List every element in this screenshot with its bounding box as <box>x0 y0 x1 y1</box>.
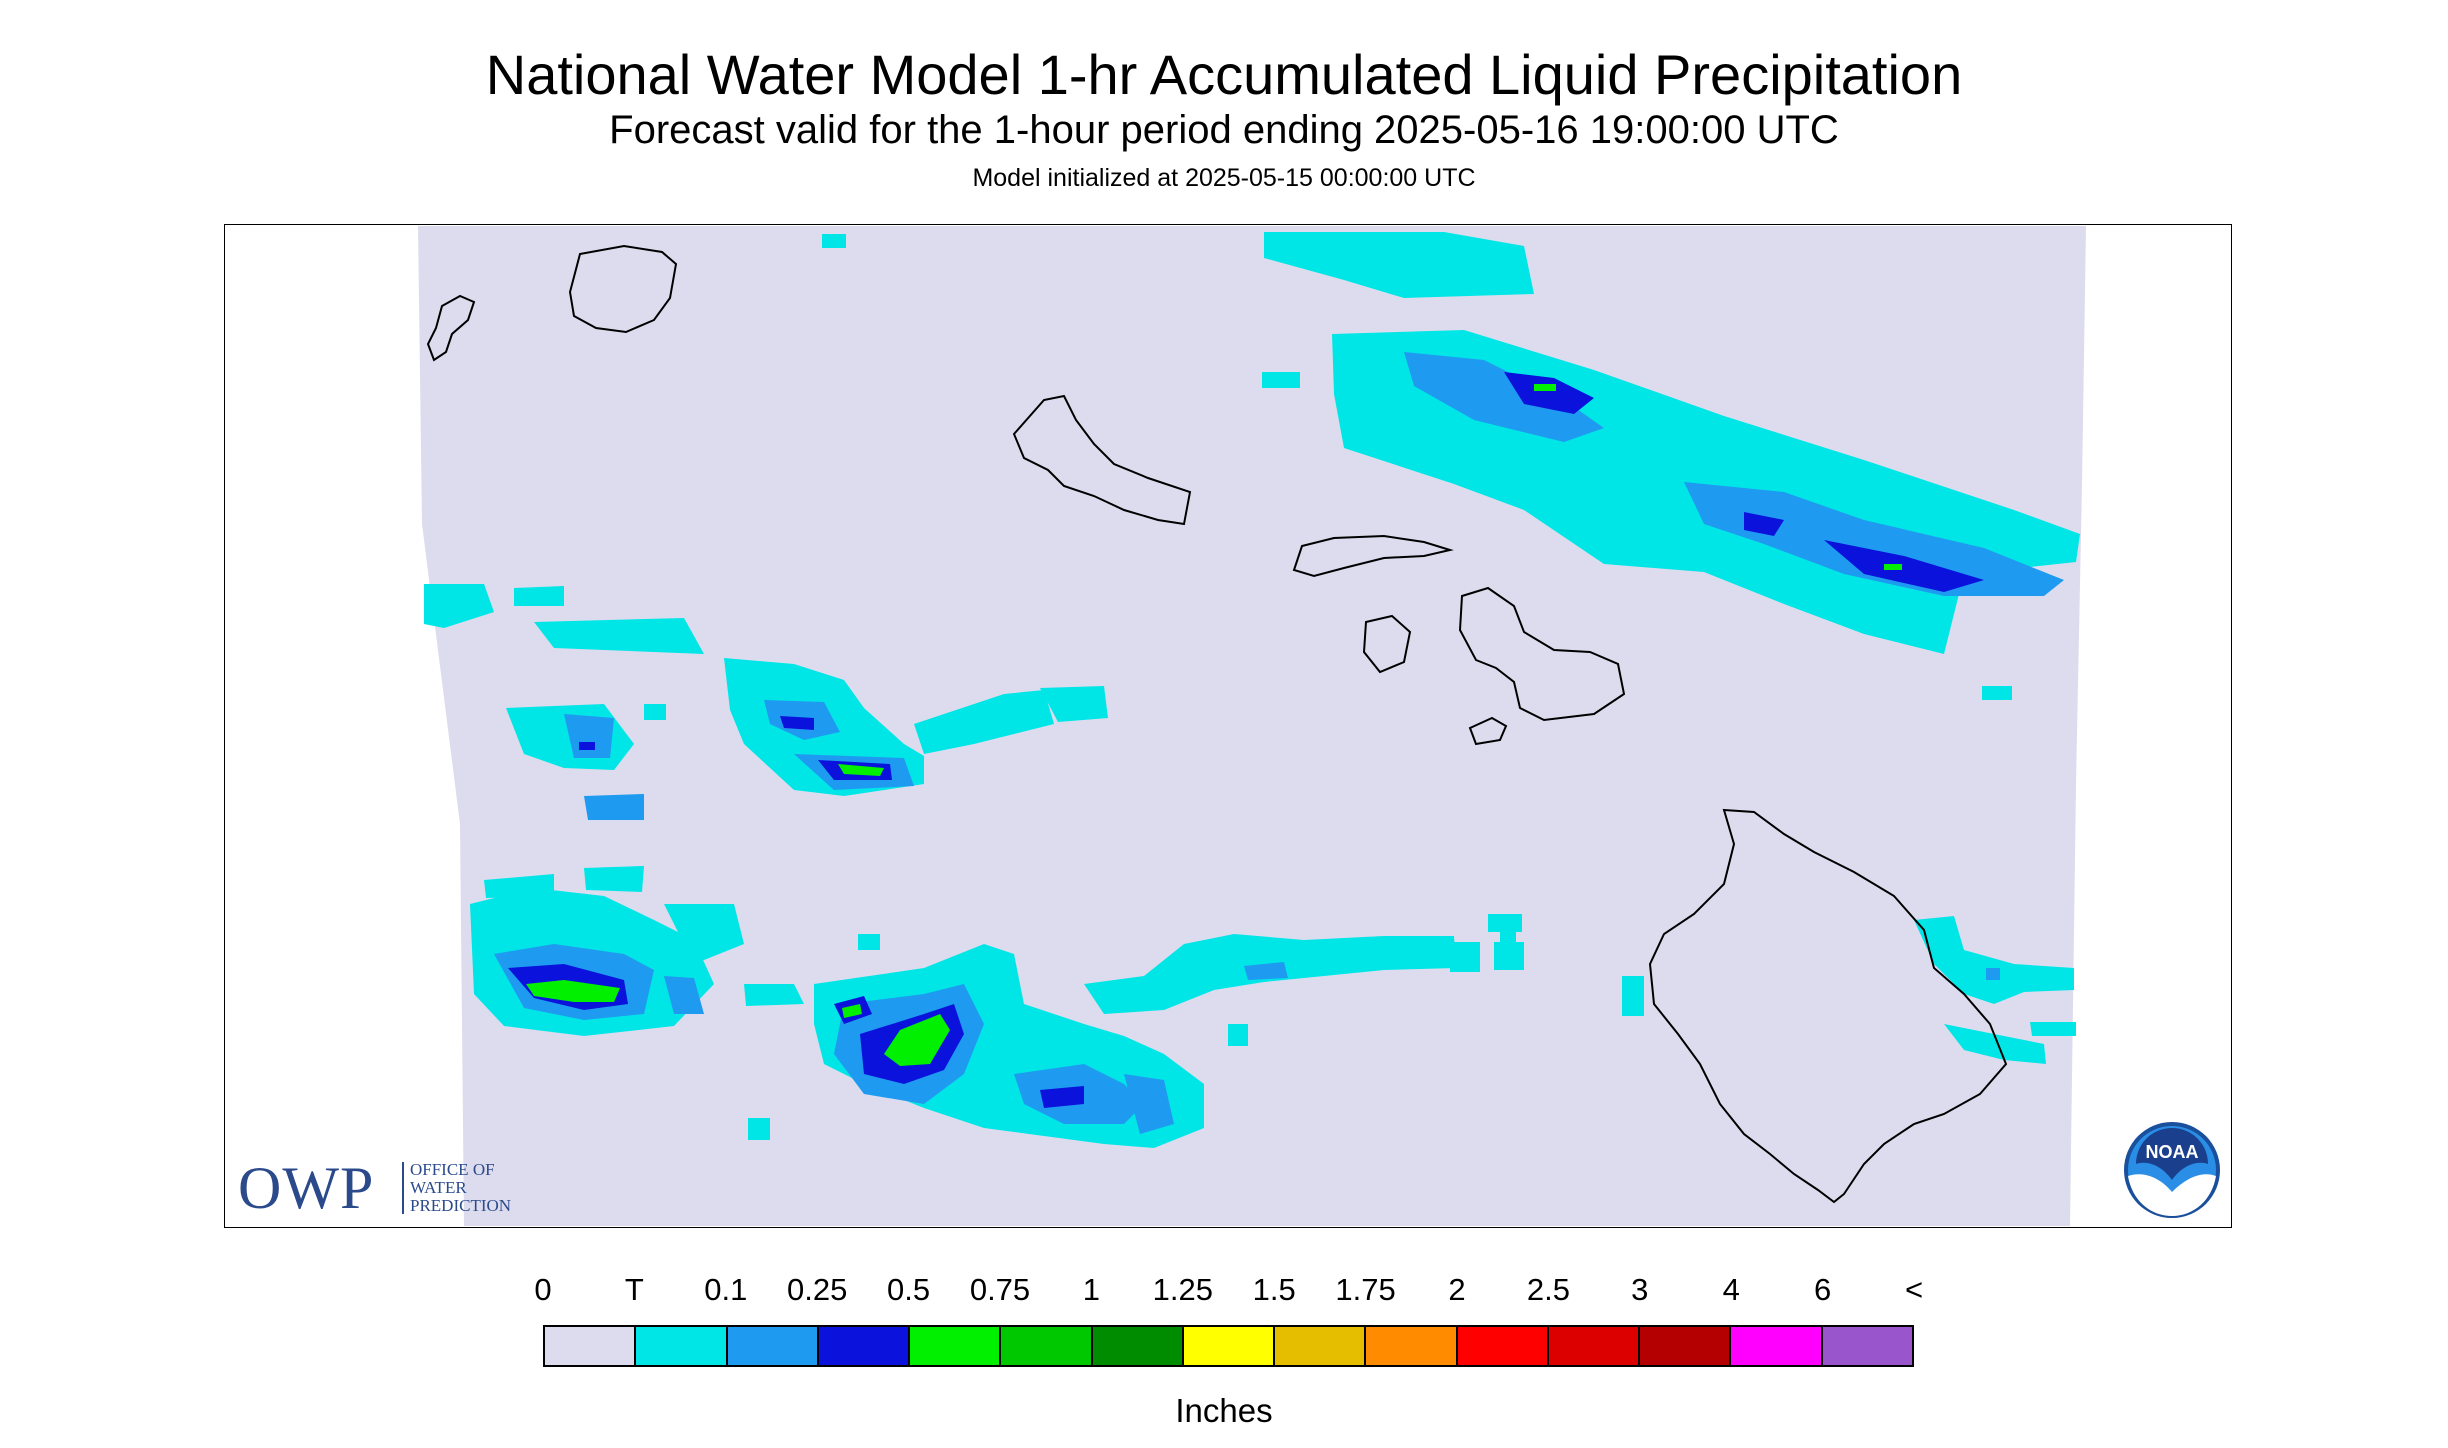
legend-swatch-8 <box>1275 1327 1367 1365</box>
legend-swatch-2 <box>727 1327 819 1365</box>
island-niihau <box>426 294 476 362</box>
legend-swatch-14 <box>1822 1327 1912 1365</box>
noaa-logo-text: NOAA <box>2146 1142 2199 1162</box>
noaa-logo: NOAA <box>2124 1122 2220 1218</box>
island-kahoolawe <box>1468 716 1508 746</box>
owp-logo-line3: PREDICTION <box>410 1196 512 1215</box>
island-kauai <box>568 244 678 334</box>
legend-swatch-9 <box>1366 1327 1458 1365</box>
legend-label-1: T <box>624 1272 644 1307</box>
legend-label-15: < <box>1904 1272 1924 1307</box>
model-domain <box>418 226 2086 1226</box>
precip-band-northeast <box>822 232 2080 700</box>
legend-label-2: 0.1 <box>704 1272 748 1307</box>
legend-swatch-6 <box>1092 1327 1184 1365</box>
owp-logo-line1: OFFICE OF <box>410 1160 495 1179</box>
coastlines <box>426 244 2008 1204</box>
legend-units: Inches <box>1175 1392 1273 1429</box>
legend-labels: 0 T 0.1 0.25 0.5 0.75 1 1.25 1.5 1.75 2 2.5 3 4 6 < <box>0 1272 2448 1312</box>
map-subtitle: Forecast valid for the 1-hour period end… <box>609 108 1839 152</box>
legend-label-11: 2.5 <box>1526 1272 1570 1307</box>
legend-swatch-3 <box>818 1327 911 1365</box>
precip-cluster-west <box>424 584 1108 820</box>
legend-label-0: 0 <box>534 1272 552 1307</box>
model-init-text: Model initialized at 2025-05-15 00:00:00… <box>972 164 1476 192</box>
legend-swatch-0 <box>545 1327 637 1365</box>
legend-label-7: 1.25 <box>1152 1272 1213 1307</box>
legend-swatch-11 <box>1548 1327 1641 1365</box>
legend-label-4: 0.5 <box>887 1272 931 1307</box>
island-oahu <box>1012 394 1192 526</box>
legend-swatch-13 <box>1731 1327 1823 1365</box>
precipitation-map <box>224 224 2232 1228</box>
legend-colorbar <box>543 1325 1914 1367</box>
owp-logo-abbr: OWP <box>238 1155 375 1221</box>
legend-label-14: 6 <box>1813 1272 1832 1307</box>
legend-swatch-10 <box>1457 1327 1549 1365</box>
legend-label-3: 0.25 <box>787 1272 848 1307</box>
legend-swatch-4 <box>910 1327 1002 1365</box>
legend-label-5: 0.75 <box>969 1272 1031 1307</box>
island-lanai <box>1362 614 1412 674</box>
island-molokai <box>1292 534 1454 578</box>
precip-cluster-east <box>1622 916 2076 1064</box>
precip-cluster-south-central <box>748 914 1524 1148</box>
owp-logo-divider <box>402 1162 404 1214</box>
legend-label-10: 2 <box>1448 1272 1466 1307</box>
island-maui <box>1458 586 1626 722</box>
owp-logo-text: OFFICE OF WATER PREDICTION <box>410 1161 511 1215</box>
map-title: National Water Model 1-hr Accumulated Li… <box>485 43 1963 106</box>
legend-swatch-7 <box>1183 1327 1276 1365</box>
island-hawaii <box>1648 808 2008 1204</box>
legend-swatch-1 <box>636 1327 728 1365</box>
legend-label-9: 1.75 <box>1335 1272 1396 1307</box>
owp-logo-line2: WATER <box>410 1178 467 1197</box>
legend-swatch-5 <box>1001 1327 1093 1365</box>
legend-label-6: 1 <box>1082 1272 1101 1307</box>
precipitation-cells <box>424 232 2080 1148</box>
legend-label-12: 3 <box>1631 1272 1649 1307</box>
legend-label-8: 1.5 <box>1252 1272 1296 1307</box>
legend-swatch-12 <box>1640 1327 1732 1365</box>
precip-cluster-southwest <box>470 866 804 1036</box>
legend-label-13: 4 <box>1722 1272 1740 1307</box>
